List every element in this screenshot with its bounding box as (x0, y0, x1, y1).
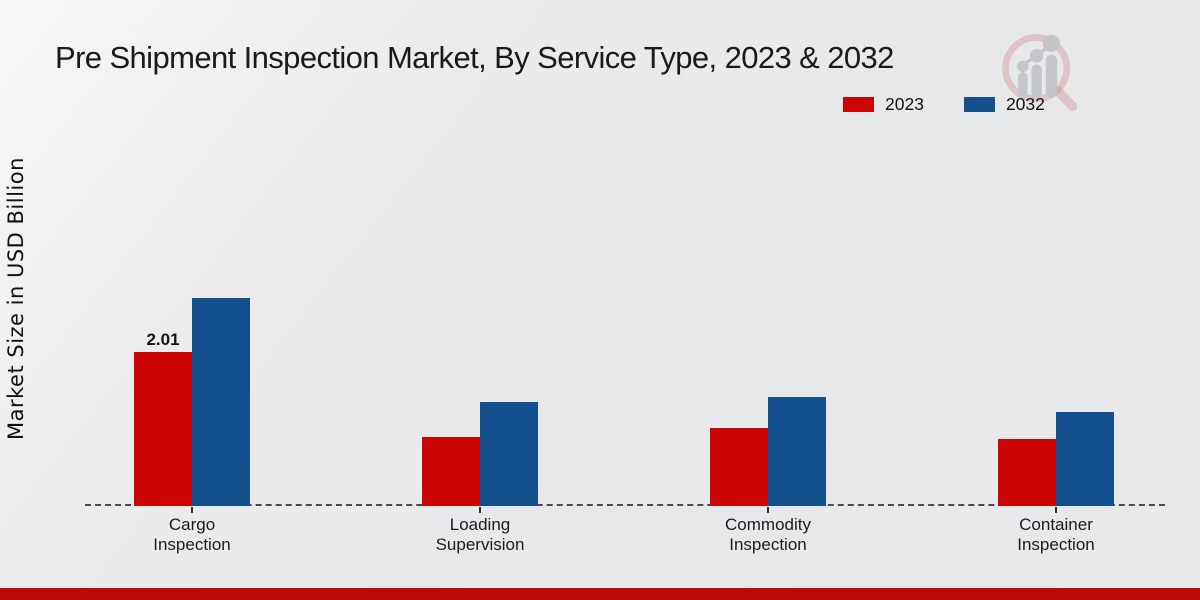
x-axis-line (85, 504, 1165, 506)
bar-value-label-2023-cargo-inspection: 2.01 (146, 330, 180, 349)
bar-2023-loading-supervision (422, 437, 480, 506)
legend: 2023 2032 (843, 94, 1045, 115)
bar-2032-cargo-inspection (192, 298, 250, 506)
x-axis-tick-commodity-inspection (767, 507, 769, 513)
magnifier-bar-chart-logo-icon (1002, 34, 1078, 112)
bar-2032-loading-supervision (480, 402, 538, 506)
bar-2023-container-inspection (998, 439, 1056, 506)
bar-2023-commodity-inspection (710, 428, 768, 506)
legend-label-2023: 2023 (885, 94, 924, 114)
bottom-accent-bar (0, 588, 1200, 600)
legend-item-2023: 2023 (843, 94, 924, 115)
legend-item-2032: 2032 (963, 94, 1045, 115)
category-label-loading-supervision: Loading Supervision (435, 515, 525, 554)
category-label-cargo-inspection: Cargo Inspection (153, 515, 231, 554)
category-label-commodity-inspection: Commodity Inspection (725, 515, 811, 554)
bar-2023-cargo-inspection (134, 352, 192, 506)
chart-title: Pre Shipment Inspection Market, By Servi… (55, 40, 894, 75)
category-label-container-inspection: Container Inspection (1017, 515, 1095, 554)
bar-2032-commodity-inspection (768, 397, 826, 506)
legend-swatch-2023 (843, 97, 874, 112)
legend-label-2032: 2032 (1005, 94, 1045, 114)
x-axis-tick-loading-supervision (479, 507, 481, 513)
legend-swatch-2032 (963, 97, 995, 112)
x-axis-tick-container-inspection (1055, 507, 1057, 513)
bar-2032-container-inspection (1056, 412, 1114, 506)
x-axis-tick-cargo-inspection (191, 507, 193, 513)
